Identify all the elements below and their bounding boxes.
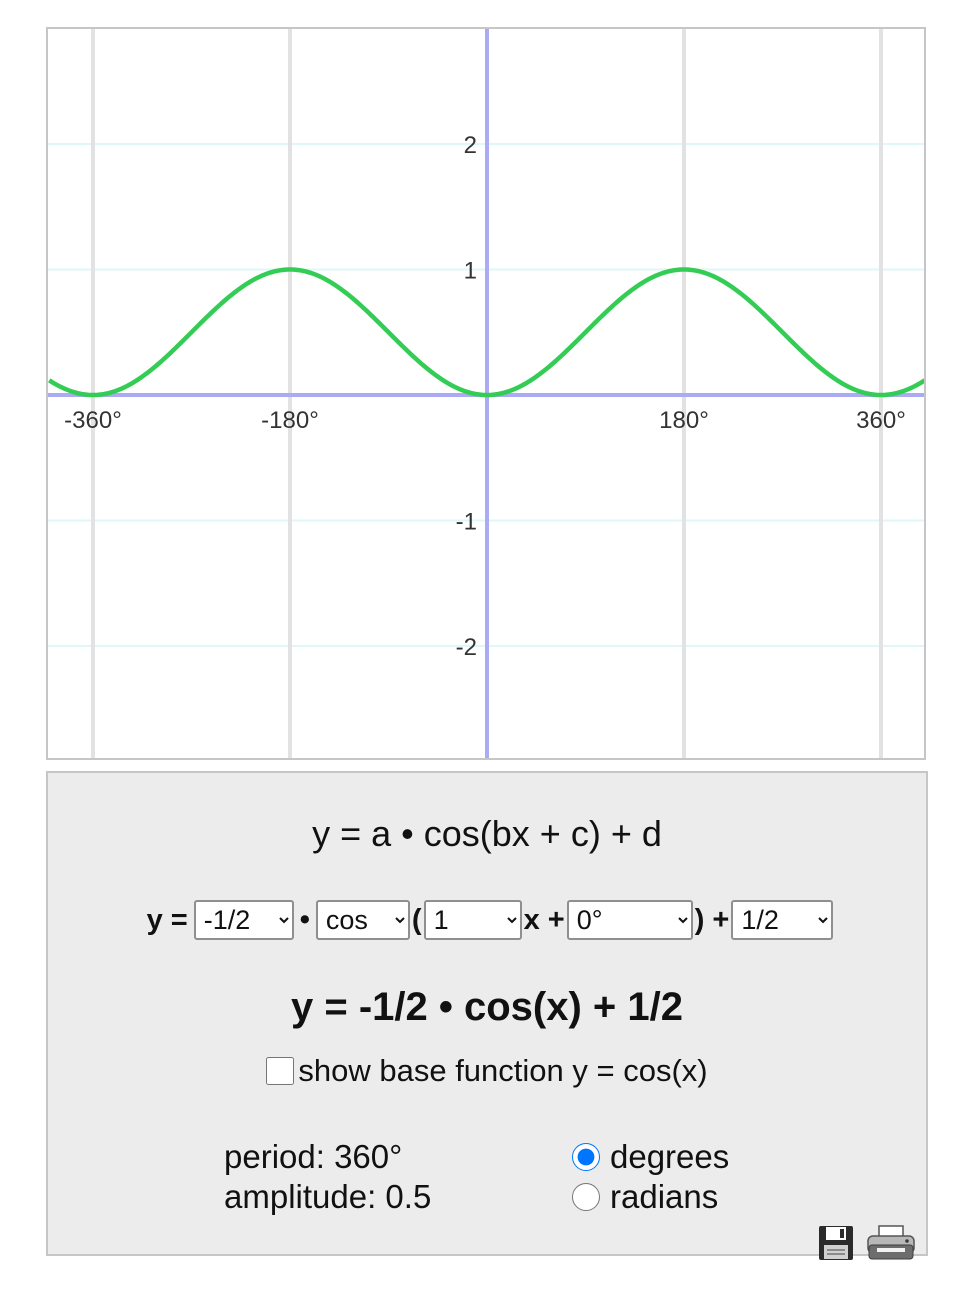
multiply-dot: • <box>299 903 310 936</box>
period-text: period: 360° <box>224 1138 403 1175</box>
graph-canvas: -360° -180° 180° 360° 2 1 -1 -2 <box>48 29 924 758</box>
floppy-disk-icon[interactable] <box>818 1225 854 1261</box>
close-paren-plus: ) + <box>694 903 730 936</box>
radians-label: radians <box>610 1178 719 1215</box>
x-tick-label: 360° <box>856 407 906 434</box>
y-tick-label: -2 <box>456 634 477 661</box>
y-tick-label: 1 <box>464 258 477 285</box>
function-select[interactable]: cos <box>315 900 410 940</box>
control-panel: y = a • cos(bx + c) + d y = -1/2 • cos (… <box>46 771 928 1260</box>
base-function-toggle[interactable]: show base function y = cos(x) <box>48 1053 926 1089</box>
x-tick-label: 180° <box>659 407 709 434</box>
graph-area: -360° -180° 180° 360° 2 1 -1 -2 <box>46 27 926 760</box>
base-function-label: show base function y = cos(x) <box>298 1053 708 1088</box>
open-paren: ( <box>411 903 422 936</box>
x-tick-label: -180° <box>261 407 319 434</box>
degrees-radio[interactable] <box>572 1143 600 1171</box>
function-curve <box>48 267 924 398</box>
degrees-label: degrees <box>610 1138 730 1175</box>
printer-icon[interactable] <box>866 1225 916 1261</box>
c-select[interactable]: 0° <box>566 900 693 940</box>
function-info: period: 360° amplitude: 0.5 <box>224 1137 431 1217</box>
general-formula-title: y = a • cos(bx + c) + d <box>312 813 662 854</box>
y-equals-label: y = <box>146 903 188 936</box>
x-plus-label: x + <box>523 903 565 936</box>
b-select[interactable]: 1 <box>423 900 522 940</box>
result-formula: y = -1/2 • cos(x) + 1/2 <box>291 985 683 1029</box>
d-select[interactable]: 1/2 <box>731 900 834 940</box>
amplitude-text: amplitude: 0.5 <box>224 1178 432 1215</box>
x-tick-label: -360° <box>64 407 122 434</box>
y-tick-label: 2 <box>464 132 477 159</box>
angle-unit-group: degrees radians <box>572 1137 729 1217</box>
unit-option-degrees[interactable]: degrees <box>572 1137 729 1177</box>
parameter-picker-row: y = -1/2 • cos ( 1 x + 0° ) + 1/2 <box>48 897 926 943</box>
base-function-checkbox[interactable] <box>266 1057 295 1085</box>
radians-radio[interactable] <box>572 1183 600 1211</box>
unit-option-radians[interactable]: radians <box>572 1177 729 1217</box>
y-tick-label: -1 <box>456 509 477 536</box>
a-select[interactable]: -1/2 <box>193 900 294 940</box>
